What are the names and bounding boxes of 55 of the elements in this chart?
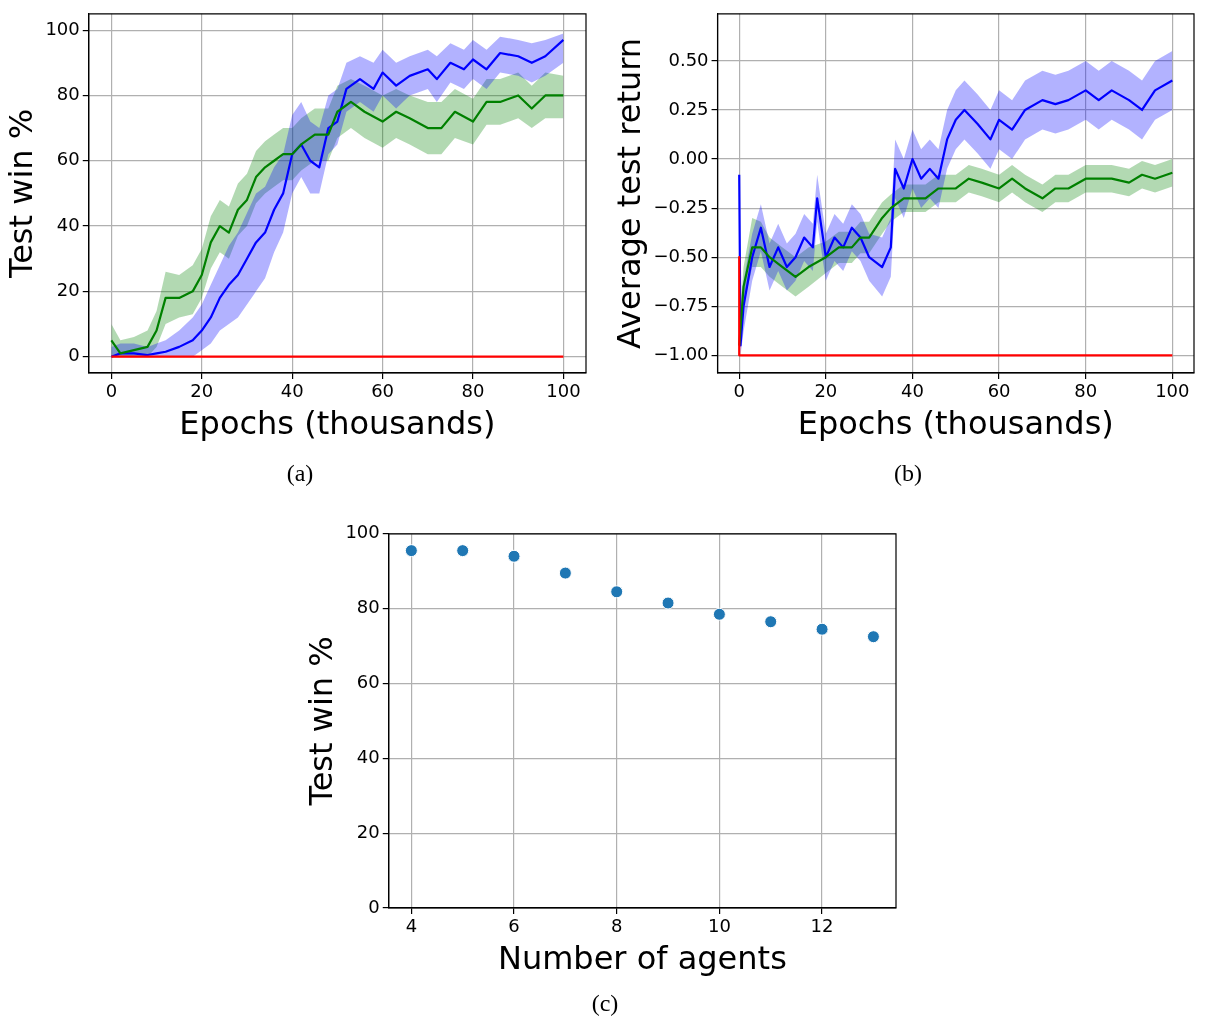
x-axis-title: Epochs (thousands): [797, 404, 1114, 443]
y-tick-label: −1.00: [653, 343, 709, 365]
point: [558, 566, 572, 580]
x-tick-label: 12: [810, 915, 834, 937]
x-tick-label: 80: [461, 380, 485, 402]
x-tick-label: 8: [610, 915, 623, 937]
text: (b): [893, 460, 923, 487]
y-tick-label: 80: [356, 596, 380, 618]
x-tick-label: 6: [508, 915, 520, 937]
x-tick-label: 40: [280, 380, 304, 402]
x-tick-label: 60: [987, 380, 1011, 402]
y-tick-label: −0.25: [653, 195, 709, 217]
point: [866, 630, 880, 644]
y-tick-label: 40: [356, 745, 380, 767]
point: [712, 607, 726, 621]
point: [764, 615, 778, 629]
x-axis-title: Epochs (thousands): [179, 404, 496, 443]
y-tick-label: 20: [56, 279, 80, 301]
y-tick-label: 80: [56, 83, 80, 105]
y-tick-label: 100: [45, 17, 80, 39]
text: (a): [285, 460, 315, 487]
point: [661, 596, 675, 610]
y-tick-label: −0.50: [653, 244, 709, 266]
point: [404, 544, 418, 558]
y-tick-label: 0.00: [668, 146, 709, 168]
x-axis-title: Number of agents: [497, 939, 787, 978]
y-tick-label: 100: [345, 521, 380, 543]
point: [610, 585, 624, 599]
x-tick-label: 20: [814, 380, 838, 402]
y-tick-label: 40: [56, 213, 80, 235]
x-tick-label: 40: [901, 380, 924, 402]
x-tick-label: 20: [190, 380, 214, 402]
y-tick-label: 0.50: [668, 48, 709, 70]
y-tick-label: 0: [368, 895, 380, 917]
y-tick-label: 60: [56, 148, 80, 170]
x-tick-label: 60: [371, 380, 395, 402]
y-axis-title: Test win %: [301, 636, 340, 807]
y-axis-title: Average test return: [609, 37, 648, 349]
y-tick-label: 60: [356, 671, 380, 693]
y-tick-label: 0: [68, 344, 80, 366]
point: [507, 549, 521, 563]
x-tick-label: 80: [1074, 380, 1098, 402]
x-tick-label: 0: [733, 380, 745, 402]
x-tick-label: 10: [707, 915, 731, 937]
x-tick-label: 100: [546, 380, 581, 402]
y-axis-title: Test win %: [1, 108, 40, 279]
text: (c): [590, 990, 620, 1017]
y-tick-label: −0.75: [653, 293, 709, 315]
x-tick-label: 4: [405, 915, 418, 937]
point: [456, 544, 470, 558]
x-tick-label: 0: [105, 380, 118, 402]
x-tick-label: 100: [1155, 380, 1190, 402]
y-tick-label: 20: [356, 820, 380, 842]
point: [815, 622, 829, 636]
y-tick-label: 0.25: [668, 97, 709, 119]
